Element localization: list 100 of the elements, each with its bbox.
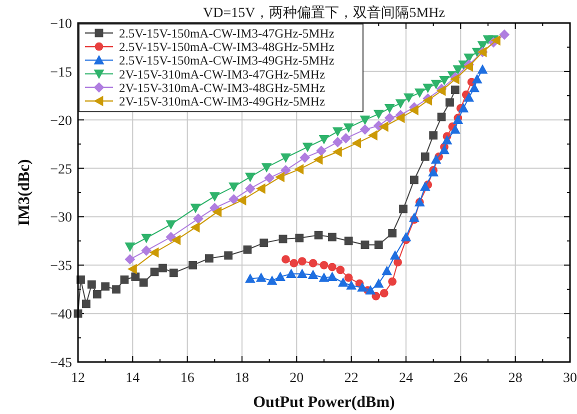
point bbox=[439, 76, 450, 86]
point bbox=[395, 99, 406, 109]
y-axis-title: IM3(dBc) bbox=[16, 159, 33, 226]
point bbox=[282, 255, 290, 264]
x-tick-label: 16 bbox=[180, 371, 194, 386]
point bbox=[452, 65, 464, 75]
point bbox=[373, 110, 384, 120]
point bbox=[404, 93, 414, 103]
point bbox=[120, 275, 129, 284]
point bbox=[316, 146, 326, 156]
point bbox=[82, 300, 90, 308]
point bbox=[357, 282, 368, 292]
point bbox=[390, 250, 400, 260]
x-tick-label: 12 bbox=[71, 371, 85, 386]
point bbox=[409, 212, 420, 222]
point bbox=[420, 152, 430, 161]
point bbox=[212, 206, 222, 218]
x-tick-label: 14 bbox=[126, 371, 140, 386]
point bbox=[87, 280, 96, 289]
point bbox=[414, 88, 425, 98]
legend-label: 2V-15V-310mA-CW-IM3-48GHz-5MHz bbox=[119, 80, 326, 95]
point bbox=[190, 222, 200, 233]
point bbox=[429, 131, 438, 140]
point bbox=[228, 194, 239, 204]
point bbox=[446, 98, 454, 107]
legend-label: 2.5V-15V-150mA-CW-IM3-48GHz-5MHz bbox=[119, 40, 335, 54]
point bbox=[296, 268, 308, 278]
point bbox=[344, 236, 353, 246]
y-tick-label: −40 bbox=[50, 308, 72, 323]
point bbox=[360, 116, 370, 126]
point bbox=[275, 272, 286, 281]
point bbox=[409, 104, 418, 116]
point bbox=[499, 29, 510, 40]
point bbox=[360, 124, 370, 135]
point bbox=[294, 164, 304, 174]
y-tick-label: −45 bbox=[50, 356, 72, 371]
point bbox=[302, 142, 313, 152]
point bbox=[384, 112, 395, 124]
point bbox=[280, 153, 291, 163]
x-tick-label: 24 bbox=[399, 371, 413, 386]
point bbox=[346, 280, 357, 290]
point bbox=[205, 254, 214, 263]
point bbox=[261, 163, 272, 173]
point bbox=[332, 127, 343, 137]
point bbox=[491, 35, 500, 46]
point bbox=[372, 292, 380, 300]
point bbox=[388, 228, 397, 238]
point bbox=[332, 136, 343, 148]
legend-label: 2.5V-15V-150mA-CW-IM3-49GHz-5MHz bbox=[119, 54, 335, 68]
point bbox=[295, 234, 304, 242]
chart-title: VD=15V，两种偏置下，双音间隔5MHz bbox=[203, 5, 445, 21]
point bbox=[328, 232, 336, 242]
point bbox=[380, 289, 388, 298]
point bbox=[300, 152, 310, 163]
point bbox=[150, 268, 159, 276]
point bbox=[169, 268, 178, 278]
point bbox=[365, 285, 376, 295]
point bbox=[236, 195, 246, 206]
point bbox=[298, 257, 306, 266]
point bbox=[256, 183, 266, 194]
point bbox=[278, 234, 288, 244]
point bbox=[124, 254, 136, 265]
point bbox=[141, 234, 152, 244]
point bbox=[410, 176, 418, 184]
point bbox=[209, 192, 220, 202]
point bbox=[314, 230, 323, 240]
point bbox=[464, 92, 474, 102]
point bbox=[430, 80, 442, 90]
point bbox=[245, 183, 256, 194]
point bbox=[92, 290, 102, 298]
point bbox=[139, 278, 148, 287]
point bbox=[382, 266, 392, 276]
point bbox=[343, 123, 354, 133]
point bbox=[190, 204, 201, 214]
y-tick-label: −10 bbox=[50, 17, 72, 32]
point bbox=[477, 64, 488, 74]
point bbox=[373, 278, 384, 288]
point bbox=[368, 130, 378, 141]
point bbox=[338, 277, 348, 287]
point bbox=[243, 245, 252, 254]
point bbox=[374, 240, 383, 250]
y-tick-label: −20 bbox=[50, 114, 72, 129]
y-tick-label: −35 bbox=[50, 259, 72, 274]
point bbox=[437, 112, 446, 122]
point bbox=[318, 272, 330, 282]
point bbox=[124, 242, 136, 252]
point bbox=[395, 112, 405, 124]
point bbox=[290, 259, 298, 268]
point bbox=[256, 272, 266, 282]
point bbox=[344, 274, 353, 282]
point bbox=[442, 134, 452, 144]
legend-label: 2V-15V-310mA-CW-IM3-49GHz-5MHz bbox=[119, 94, 326, 108]
point bbox=[469, 82, 480, 92]
y-tick-label: −15 bbox=[50, 65, 72, 80]
point bbox=[332, 146, 342, 158]
point bbox=[131, 272, 140, 281]
point bbox=[378, 121, 388, 132]
x-tick-label: 26 bbox=[454, 371, 468, 386]
point bbox=[193, 213, 204, 224]
point bbox=[439, 144, 450, 154]
